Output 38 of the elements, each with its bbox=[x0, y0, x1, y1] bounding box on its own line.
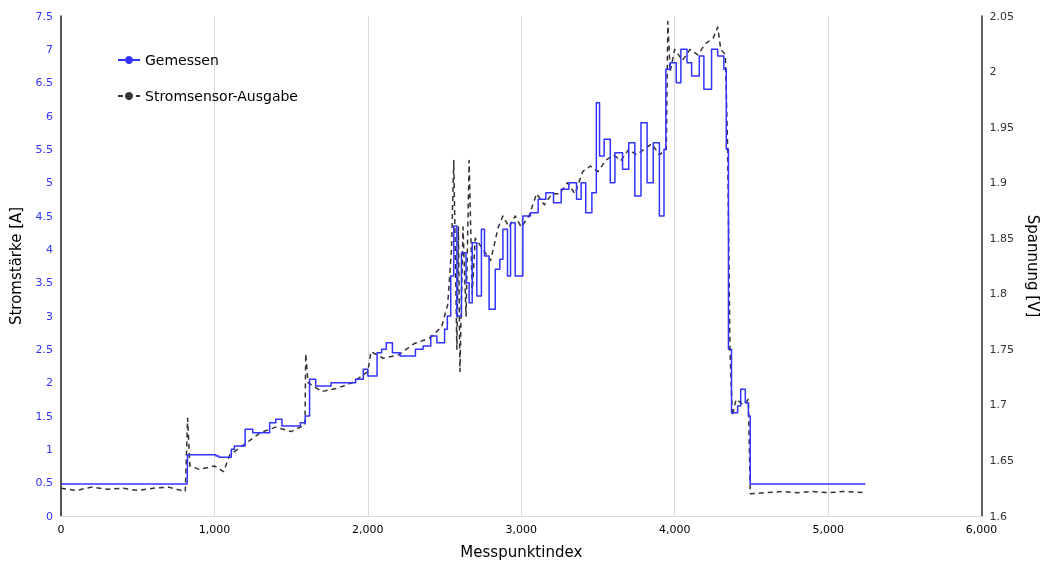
y-tick-label: 5.5 bbox=[35, 142, 53, 156]
y2-tick-label: 2.05 bbox=[989, 9, 1015, 23]
x-tick-label: 1,000 bbox=[198, 523, 231, 536]
y-tick-label: 4.5 bbox=[35, 209, 53, 223]
y-tick-label: 7.5 bbox=[35, 9, 53, 23]
y-tick-label: 5 bbox=[46, 176, 53, 190]
x-tick-label: 6,000 bbox=[965, 523, 998, 536]
x-tick-label: 3,000 bbox=[505, 523, 538, 536]
y2-tick-label: 1.95 bbox=[989, 120, 1015, 134]
y2-tick-label: 1.6 bbox=[989, 509, 1008, 523]
legend-label: Stromsensor-Ausgabe bbox=[145, 88, 298, 104]
y-tick-label: 2.5 bbox=[35, 342, 53, 356]
y2-tick-label: 1.75 bbox=[989, 342, 1015, 356]
y2-tick-label: 1.65 bbox=[989, 453, 1015, 467]
y-tick-label: 3.5 bbox=[35, 276, 53, 290]
y-tick-label: 6 bbox=[46, 109, 53, 123]
x-tick-label: 5,000 bbox=[812, 523, 844, 536]
x-tick-label: 0 bbox=[57, 523, 65, 536]
y-tick-label: 2 bbox=[46, 376, 53, 390]
x-axis-title: Messpunktindex bbox=[460, 542, 583, 561]
y2-tick-label: 1.9 bbox=[989, 176, 1008, 190]
y-tick-label: 4 bbox=[46, 242, 53, 256]
y2-tick-label: 1.85 bbox=[989, 231, 1015, 245]
y-tick-label: 7 bbox=[46, 42, 53, 56]
y-tick-label: 1 bbox=[46, 442, 53, 456]
y-tick-label: 6.5 bbox=[35, 76, 53, 90]
y2-axis-title: Spannung [V] bbox=[1023, 214, 1042, 318]
y-tick-label: 0 bbox=[46, 509, 53, 523]
y2-tick-label: 1.7 bbox=[989, 398, 1008, 412]
legend-label: Gemessen bbox=[145, 52, 219, 68]
y2-tick-label: 1.8 bbox=[989, 287, 1008, 301]
y-tick-label: 1.5 bbox=[35, 409, 53, 423]
y-tick-label: 3 bbox=[46, 309, 53, 323]
x-tick-label: 2,000 bbox=[352, 523, 384, 536]
x-tick-label: 4,000 bbox=[658, 523, 691, 536]
y-axis-title: Stromstärke [A] bbox=[6, 206, 25, 326]
y2-tick-label: 2 bbox=[989, 65, 997, 79]
y-tick-label: 0.5 bbox=[35, 476, 53, 490]
